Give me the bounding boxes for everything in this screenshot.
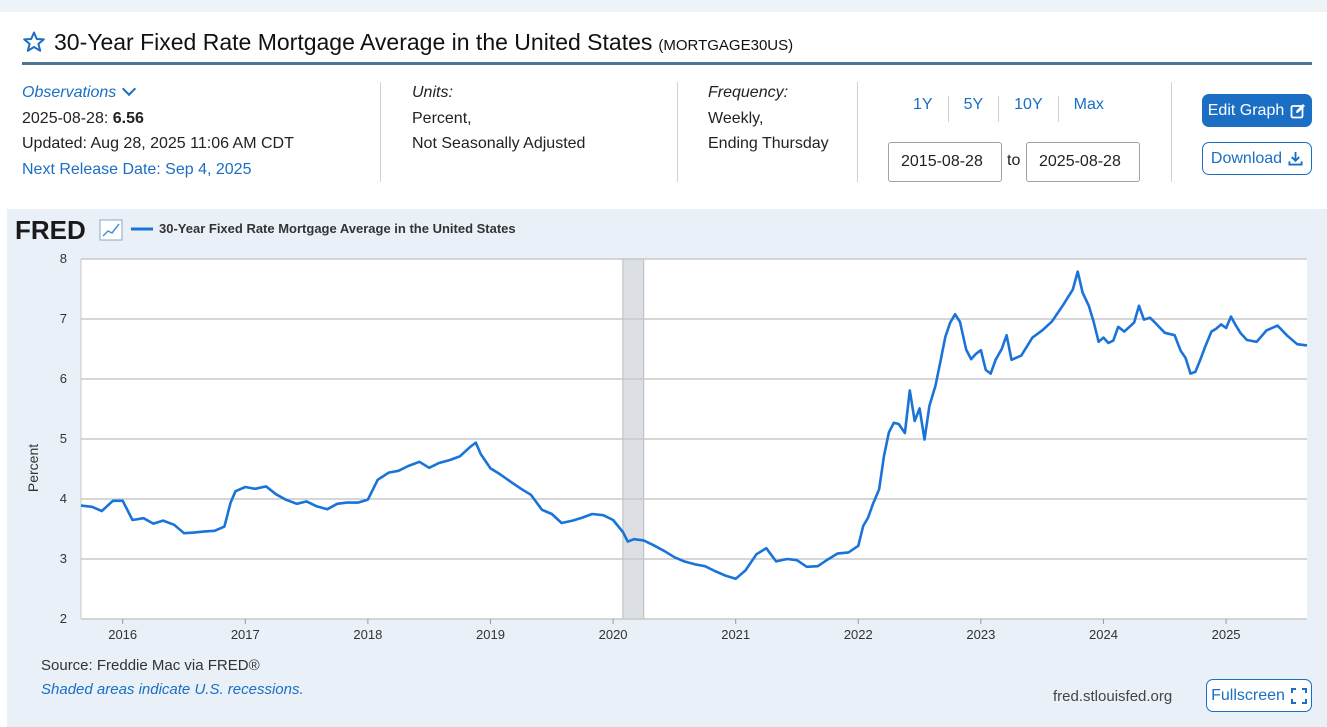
observation-value: 6.56 xyxy=(112,109,144,127)
divider xyxy=(1171,82,1172,182)
edit-graph-button[interactable]: Edit Graph xyxy=(1202,94,1312,127)
y-tick-label: 7 xyxy=(60,311,67,326)
y-axis-label: Percent xyxy=(25,444,41,492)
x-tick-label: 2019 xyxy=(476,627,505,642)
start-date-input[interactable] xyxy=(888,142,1002,182)
x-tick-label: 2022 xyxy=(844,627,873,642)
divider xyxy=(380,82,381,182)
divider xyxy=(677,82,678,182)
y-tick-label: 3 xyxy=(60,551,67,566)
range-10y-button[interactable]: 10Y xyxy=(999,96,1059,122)
observations-dropdown[interactable]: Observations xyxy=(22,80,294,106)
range-5y-button[interactable]: 5Y xyxy=(949,96,1000,122)
series-line xyxy=(80,270,1308,581)
frequency-panel: Frequency: Weekly, Ending Thursday xyxy=(708,80,829,157)
y-tick-label: 6 xyxy=(60,371,67,386)
x-tick-label: 2025 xyxy=(1212,627,1241,642)
range-1y-button[interactable]: 1Y xyxy=(898,96,949,122)
chevron-down-icon[interactable] xyxy=(122,81,137,97)
observation-date: 2025-08-28: xyxy=(22,109,109,127)
units-panel: Units: Percent, Not Seasonally Adjusted xyxy=(412,80,585,157)
x-tick-label: 2018 xyxy=(353,627,382,642)
latest-observation: 2025-08-28: 6.56 xyxy=(22,106,294,132)
download-label: Download xyxy=(1210,149,1283,167)
edit-icon xyxy=(1290,103,1306,118)
x-tick-label: 2020 xyxy=(599,627,628,642)
page-title: 30-Year Fixed Rate Mortgage Average in t… xyxy=(54,29,653,55)
fullscreen-label: Fullscreen xyxy=(1211,686,1285,704)
range-max-button[interactable]: Max xyxy=(1073,96,1104,113)
y-tick-label: 4 xyxy=(60,491,67,506)
observations-panel: Observations 2025-08-28: 6.56 Updated: A… xyxy=(22,80,294,182)
x-tick-label: 2024 xyxy=(1089,627,1118,642)
units-label: Units: xyxy=(412,84,453,101)
line-chart: FRED 30-Year Fixed Rate Mortgage Average… xyxy=(15,215,1308,642)
units-line2: Not Seasonally Adjusted xyxy=(412,135,586,152)
end-date-input[interactable] xyxy=(1026,142,1140,182)
x-tick-label: 2021 xyxy=(721,627,750,642)
frequency-line1: Weekly, xyxy=(708,109,764,127)
x-tick-label: 2016 xyxy=(108,627,137,642)
observations-label[interactable]: Observations xyxy=(22,84,117,101)
frequency-label: Frequency: xyxy=(708,84,789,101)
updated-text: Updated: Aug 28, 2025 11:06 AM CDT xyxy=(22,135,294,152)
edit-graph-label: Edit Graph xyxy=(1207,101,1285,119)
fred-logo: FRED xyxy=(15,215,86,245)
title-divider xyxy=(22,62,1312,65)
x-tick-label: 2017 xyxy=(231,627,260,642)
frequency-line2: Ending Thursday xyxy=(708,135,829,152)
y-tick-label: 2 xyxy=(60,611,67,626)
x-tick-label: 2023 xyxy=(966,627,995,642)
source-text: Source: Freddie Mac via FRED® xyxy=(41,657,260,674)
expand-icon xyxy=(1290,687,1307,704)
y-tick-label: 5 xyxy=(60,431,67,446)
range-buttons: 1Y 5Y 10Y Max xyxy=(898,96,1119,122)
divider xyxy=(857,82,858,182)
plot-area: 2 3 4 5 6 7 8 2016 2017 2018 2019 2020 2021 2022 2023 2… xyxy=(60,251,1308,642)
title-row: 30-Year Fixed Rate Mortgage Average in t… xyxy=(22,26,793,56)
to-label: to xyxy=(1007,152,1021,169)
next-release-link[interactable]: Next Release Date: Sep 4, 2025 xyxy=(22,160,252,178)
download-icon xyxy=(1288,151,1303,166)
series-id: (MORTGAGE30US) xyxy=(658,37,794,54)
star-icon[interactable] xyxy=(22,30,46,54)
chart-trend-icon xyxy=(99,219,123,241)
units-line1: Percent, xyxy=(412,109,472,127)
legend-label: 30-Year Fixed Rate Mortgage Average in t… xyxy=(159,221,516,236)
site-url: fred.stlouisfed.org xyxy=(1053,688,1173,705)
y-tick-label: 8 xyxy=(60,251,67,266)
fullscreen-button[interactable]: Fullscreen xyxy=(1206,679,1312,712)
download-button[interactable]: Download xyxy=(1202,142,1312,175)
recession-note: Shaded areas indicate U.S. recessions. xyxy=(41,681,304,698)
chart-panel: FRED 30-Year Fixed Rate Mortgage Average… xyxy=(7,209,1327,727)
